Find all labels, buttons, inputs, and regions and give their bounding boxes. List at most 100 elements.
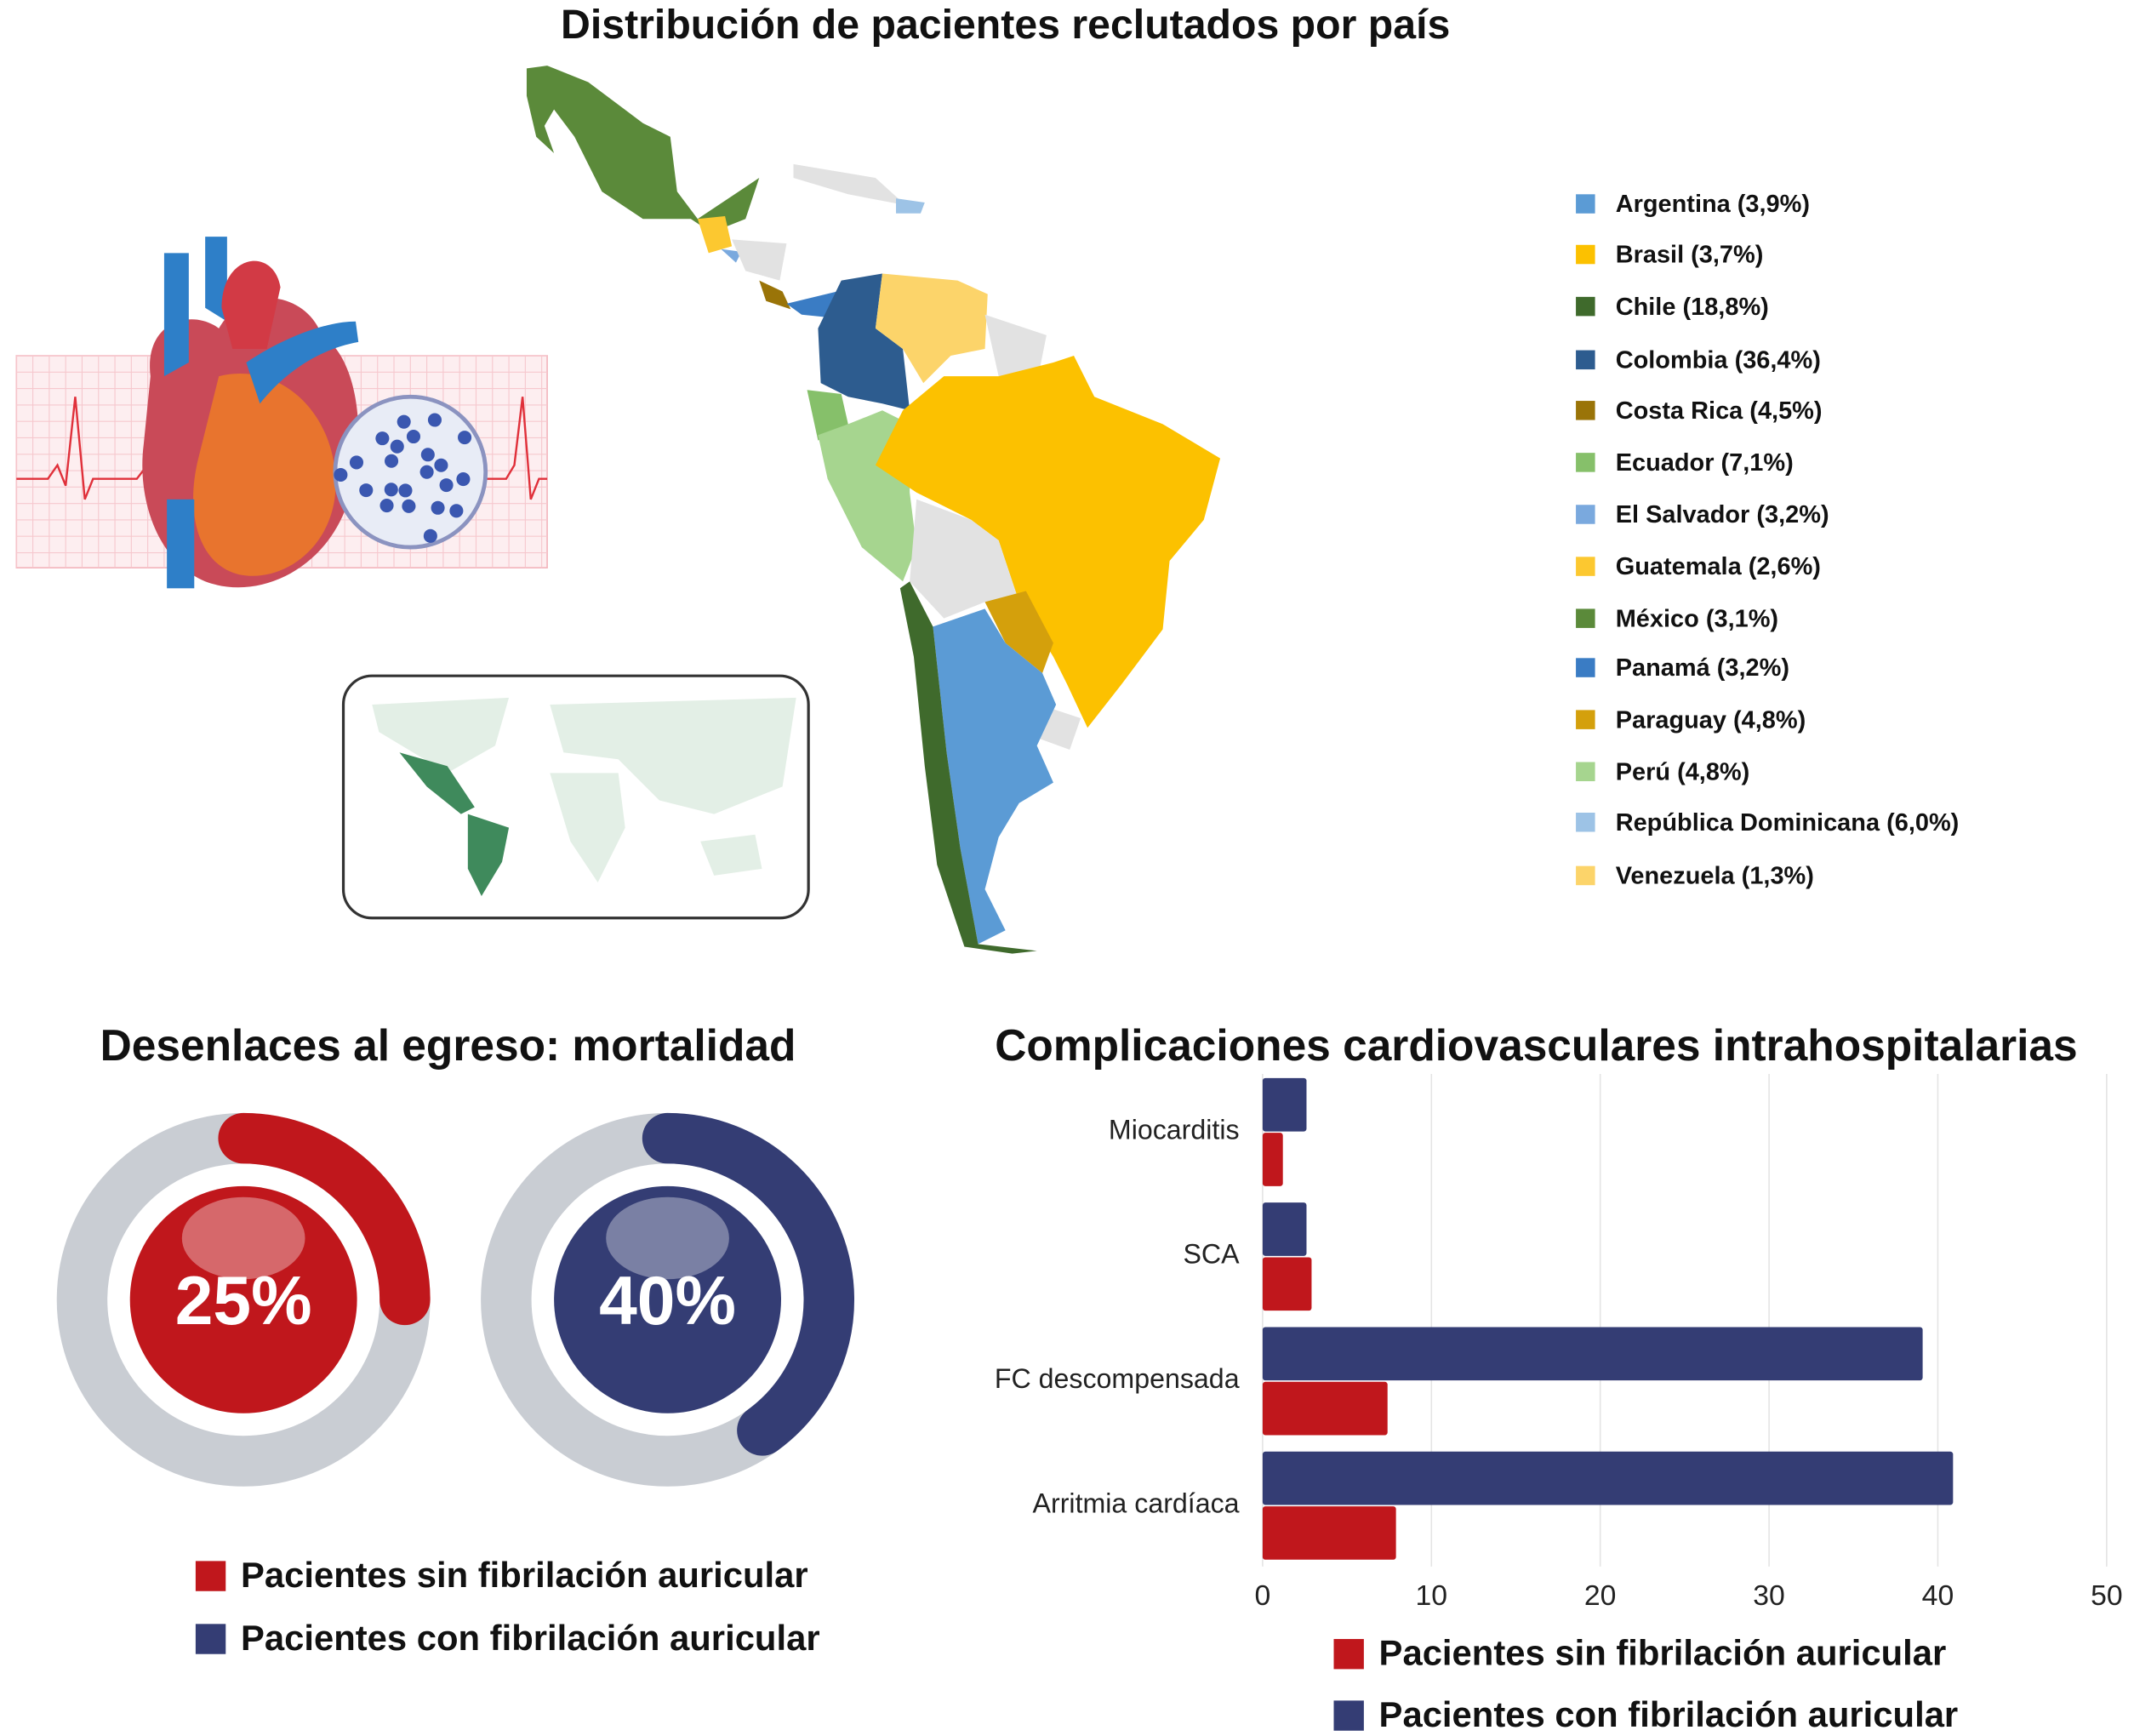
country-el-salvador: [721, 248, 742, 263]
legend-swatch: [1576, 812, 1595, 832]
country-paraguay: [984, 591, 1053, 673]
country-chile: [899, 581, 1037, 954]
bar-con-fa: [1262, 1327, 1923, 1381]
map-legend-item: Venezuela (1,3%): [1576, 860, 1814, 890]
category-label: Arritmia cardíaca: [1032, 1488, 1240, 1520]
chart-title: Complicaciones cardiovasculares intrahos…: [995, 1020, 2078, 1071]
country-brazil: [875, 356, 1221, 728]
legend-swatch: [1333, 1699, 1364, 1730]
country-dominican-republic: [896, 198, 925, 214]
donut-highlight: [606, 1196, 729, 1280]
legend-swatch: [1576, 658, 1595, 677]
legend-swatch: [1576, 453, 1595, 472]
legend-swatch: [1576, 762, 1595, 781]
map-legend-item: Chile (18,8%): [1576, 291, 1769, 321]
legend-label: México (3,1%): [1615, 603, 1779, 631]
donut-center: [554, 1185, 781, 1413]
donut-percent-label: 40%: [599, 1263, 736, 1339]
legend-item: Pacientes sin fibrilación auricular: [1333, 1631, 1947, 1675]
legend-label: Brasil (3,7%): [1615, 240, 1764, 268]
legend-swatch: [1576, 350, 1595, 370]
legend-swatch: [1576, 244, 1595, 265]
map-legend-item: Guatemala (2,6%): [1576, 551, 1821, 581]
map-legend-item: Costa Rica (4,5%): [1576, 396, 1823, 425]
donut-percent-label: 25%: [175, 1263, 312, 1339]
map-legend-item: Ecuador (7,1%): [1576, 448, 1794, 477]
bar-sin-fa: [1262, 1133, 1283, 1186]
legend-label: República Dominicana (6,0%): [1615, 808, 1960, 836]
legend-label: Pacientes sin fibrilación auricular: [1378, 1631, 1947, 1674]
country-guatemala: [697, 216, 733, 254]
mortality-donuts: 25% 40%: [56, 1112, 855, 1487]
map-legend-item: Perú (4,8%): [1576, 757, 1749, 786]
map-legend-item: Colombia (36,4%): [1576, 345, 1821, 374]
legend-label: Guatemala (2,6%): [1615, 551, 1821, 580]
map-legend-item: El Salvador (3,2%): [1576, 500, 1829, 529]
country-bolivia: [910, 499, 1019, 619]
map-legend-item: México (3,1%): [1576, 603, 1778, 633]
bar-sin-fa: [1262, 1506, 1396, 1560]
heart-ecg-illustration: [15, 237, 548, 589]
x-tick-label: 50: [2091, 1579, 2123, 1612]
donut-highlight: [181, 1196, 305, 1280]
country-central-america-other: [732, 239, 787, 281]
x-tick-label: 40: [1921, 1579, 1954, 1612]
legend-label: Pacientes con fibrilación auricular: [1378, 1693, 1959, 1735]
country-mexico: [526, 66, 760, 233]
x-tick-label: 20: [1583, 1579, 1617, 1612]
world-inset-map: [341, 674, 810, 920]
x-tick-label: 30: [1753, 1579, 1785, 1612]
legend-label: Paraguay (4,8%): [1615, 705, 1806, 733]
country-cuba: [793, 163, 906, 206]
donut-arc: [56, 1112, 431, 1487]
legend-swatch: [1576, 608, 1595, 628]
legend-label: Pacientes con fibrilación auricular: [240, 1617, 820, 1659]
map-legend-item: Argentina (3,9%): [1576, 189, 1810, 219]
country-colombia: [818, 273, 910, 411]
latin-america-map: [526, 66, 1221, 954]
bar-con-fa: [1262, 1202, 1307, 1256]
legend-label: Panamá (3,2%): [1615, 653, 1789, 681]
category-label: Miocarditis: [1108, 1116, 1240, 1146]
legend-label: Ecuador (7,1%): [1615, 448, 1794, 476]
legend-label: Venezuela (1,3%): [1615, 861, 1814, 889]
bar-con-fa: [1262, 1077, 1307, 1132]
category-label: SCA: [1183, 1240, 1240, 1271]
legend-swatch: [1576, 296, 1595, 317]
legend-swatch: [195, 1623, 226, 1653]
x-tick-label: 0: [1254, 1579, 1271, 1612]
map-legend-item: Panamá (3,2%): [1576, 653, 1789, 682]
legend-swatch: [195, 1560, 226, 1590]
legend-swatch: [1576, 194, 1595, 214]
country-venezuela: [875, 273, 988, 384]
map-legend-item: República Dominicana (6,0%): [1576, 808, 1959, 837]
x-tick-label: 10: [1415, 1579, 1448, 1612]
legend-label: Chile (18,8%): [1615, 292, 1769, 320]
donut-center: [129, 1185, 357, 1413]
country-argentina: [933, 608, 1057, 945]
donut-arc: [481, 1112, 855, 1487]
bar-sin-fa: [1262, 1381, 1388, 1436]
map-legend-item: Paraguay (4,8%): [1576, 705, 1806, 734]
map-title: Distribución de pacientes reclutados por…: [561, 3, 1451, 49]
legend-swatch: [1576, 401, 1595, 420]
mortality-title: Desenlaces al egreso: mortalidad: [100, 1020, 796, 1071]
legend-swatch: [1576, 865, 1595, 886]
legend-label: Perú (4,8%): [1615, 757, 1750, 785]
legend-label: Argentina (3,9%): [1615, 189, 1811, 217]
bar-con-fa: [1262, 1451, 1954, 1505]
legend-swatch: [1576, 505, 1595, 524]
map-legend-item: Brasil (3,7%): [1576, 239, 1763, 269]
category-label: FC descompensada: [994, 1364, 1240, 1396]
legend-label: El Salvador (3,2%): [1615, 500, 1829, 528]
legend-label: Pacientes sin fibrilación auricular: [240, 1554, 808, 1596]
legend-label: Colombia (36,4%): [1615, 345, 1821, 374]
legend-item: Pacientes con fibrilación auricular: [1333, 1693, 1959, 1736]
country-panama: [786, 291, 837, 317]
legend-label: Costa Rica (4,5%): [1615, 396, 1823, 424]
legend-swatch: [1333, 1638, 1364, 1669]
legend-item: Pacientes con fibrilación auricular: [195, 1617, 820, 1659]
legend-swatch: [1576, 557, 1595, 576]
